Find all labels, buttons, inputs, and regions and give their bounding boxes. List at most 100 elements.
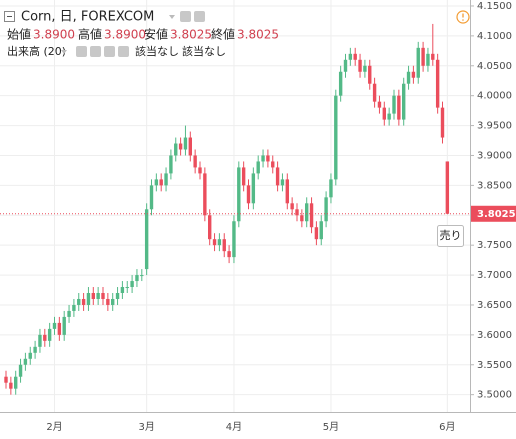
y-tick-label: 3.9500: [477, 121, 512, 132]
high-value: 3.8900: [104, 28, 146, 42]
y-tick-label: 4.1000: [477, 31, 512, 42]
open-label: 始値: [7, 27, 31, 42]
candle-body: [174, 143, 178, 156]
x-tick-label: 2月: [46, 421, 62, 433]
candle-body: [47, 328, 52, 341]
candle-body: [319, 221, 323, 240]
sell-button-label[interactable]: 売り: [440, 229, 462, 242]
candle-body: [154, 179, 159, 186]
candle-body: [72, 304, 76, 311]
candle-body: [363, 65, 367, 72]
y-tick-label: 3.9000: [477, 150, 512, 161]
candle-body: [237, 167, 241, 222]
settings-icon[interactable]: [180, 11, 191, 22]
candle-body: [387, 113, 391, 120]
candle-body: [402, 83, 406, 120]
candle-body: [144, 209, 149, 270]
y-tick-label: 4.0000: [477, 91, 512, 102]
candle-body: [120, 287, 125, 294]
candle-body: [421, 47, 425, 66]
y-tick-label: 3.5000: [477, 390, 512, 401]
candle-body: [397, 95, 401, 120]
candle-body: [77, 298, 81, 305]
sell-button[interactable]: [437, 225, 464, 247]
hide-icon[interactable]: [194, 11, 205, 22]
candle-body: [130, 281, 134, 288]
candle-body: [431, 53, 435, 60]
candle-body: [203, 173, 207, 216]
last-price-label: 3.8025: [477, 209, 516, 220]
candle-body: [329, 179, 333, 198]
candle-body: [285, 179, 289, 204]
candle-body: [18, 364, 23, 377]
candle-body: [81, 298, 86, 305]
candle-body: [217, 239, 222, 246]
candle-body: [426, 53, 430, 66]
na-2: 該当なし: [182, 44, 226, 58]
candle-body: [416, 47, 420, 78]
candle-body: [125, 287, 129, 289]
candle-body: [241, 167, 246, 186]
x-tick-label: 6月: [439, 421, 455, 433]
symbol: Corn, 日, FOREXCOM: [21, 10, 154, 25]
dropdown-icon[interactable]: [169, 15, 175, 19]
candle-body: [227, 251, 231, 258]
candle-body: [135, 275, 139, 282]
x-tick-label: 5月: [323, 421, 339, 433]
candle-body: [43, 334, 47, 341]
grid: [0, 0, 470, 412]
candle-body: [275, 167, 280, 186]
candle-body: [358, 59, 362, 72]
last-price-box: [471, 205, 516, 222]
candle-body: [86, 293, 91, 305]
candle-body: [140, 275, 144, 277]
candle-body: [23, 358, 28, 365]
alert-circle[interactable]: [456, 10, 470, 24]
close-label: 終値: [211, 27, 235, 42]
volume-dropdown[interactable]: [61, 50, 67, 54]
candle-body: [411, 71, 416, 78]
open-value: 3.8900: [33, 28, 75, 42]
close-value: 3.8025: [237, 28, 279, 42]
candle-body: [198, 167, 202, 174]
y-tick-label: 3.6500: [477, 300, 512, 311]
candle-body: [392, 95, 396, 114]
candle-body: [9, 382, 13, 389]
candle-body: [435, 59, 440, 108]
candle-body: [348, 53, 353, 60]
candle-body: [295, 209, 299, 216]
candle-body: [164, 173, 168, 186]
candle-body: [212, 239, 217, 246]
candle-body: [353, 53, 357, 60]
candle-body: [368, 65, 372, 84]
alert-dot: [462, 19, 464, 21]
candle-body: [261, 155, 265, 162]
volume-icon-1[interactable]: [76, 46, 87, 57]
candle-body: [324, 197, 328, 222]
high-label: 高値: [78, 27, 102, 42]
volume-label: 出来高 (20): [7, 44, 66, 58]
volume-icon-3[interactable]: [104, 46, 115, 57]
candle-body: [159, 179, 163, 186]
volume-icon-4[interactable]: [118, 46, 129, 57]
na-1: 該当なし: [135, 44, 179, 58]
candle-body: [96, 293, 100, 299]
y-tick-label: 4.1500: [477, 1, 512, 12]
candle-body: [38, 334, 42, 347]
alert-icon[interactable]: [456, 10, 470, 24]
candle-body: [406, 71, 411, 84]
candle-body: [111, 298, 115, 305]
y-tick-label: 3.7500: [477, 240, 512, 251]
candle-body: [57, 322, 62, 335]
x-tick-label: 3月: [138, 421, 154, 433]
low-label: 安値: [144, 27, 168, 42]
candle-body: [14, 376, 18, 389]
volume-icon-2[interactable]: [90, 46, 101, 57]
candle-body: [305, 203, 309, 222]
candle-body: [183, 137, 188, 150]
candle-body: [300, 215, 304, 222]
candle-body: [256, 161, 260, 174]
candle-body: [178, 143, 183, 150]
candle-body: [101, 293, 105, 299]
